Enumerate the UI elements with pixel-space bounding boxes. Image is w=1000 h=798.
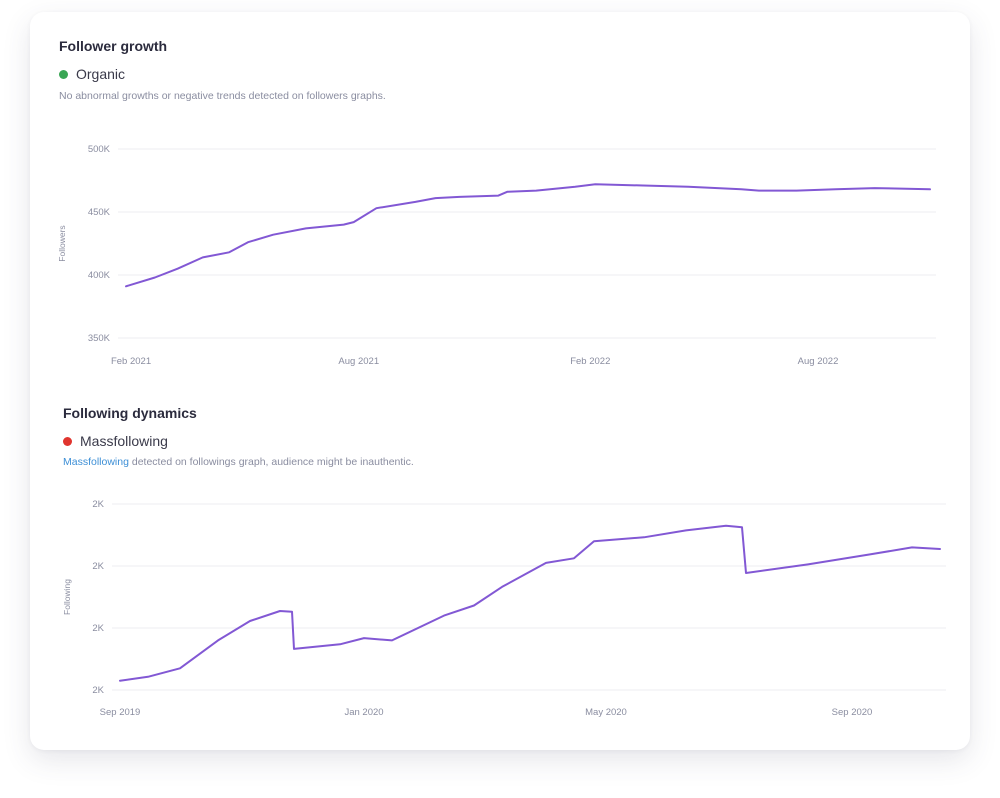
following-description: Massfollowing detected on followings gra… [63, 456, 414, 468]
y-tick-label: 450K [88, 207, 111, 218]
x-tick-label: Sep 2019 [100, 707, 141, 718]
series-line [119, 524, 941, 682]
x-tick-label: May 2020 [585, 707, 627, 718]
analytics-card: Follower growth Organic No abnormal grow… [30, 12, 970, 750]
y-tick-label: 350K [88, 333, 111, 344]
massfollowing-status-dot [63, 436, 72, 446]
y-axis-label: Followers [57, 225, 67, 261]
following-dynamics-title: Following dynamics [63, 405, 197, 421]
series-line [125, 183, 931, 288]
x-tick-label: Feb 2022 [570, 356, 610, 367]
x-tick-label: Aug 2021 [338, 356, 379, 367]
y-tick-label: 2K [92, 685, 104, 696]
x-tick-label: Jan 2020 [344, 707, 383, 718]
y-axis-label: Following [62, 579, 72, 615]
follower-growth-chart: 500K 450K 400K 350K Feb 2021 Aug 2021 Feb 2022… [57, 144, 936, 367]
following-status-label: Massfollowing [80, 433, 168, 449]
following-dynamics-chart: 2K 2K 2K 2K Sep 2019 Jan 2020 May 2020 Sep 2020… [62, 499, 946, 718]
y-tick-label: 2K [92, 561, 104, 572]
following-status: Massfollowing [63, 433, 168, 449]
massfollowing-link[interactable]: Massfollowing [63, 456, 129, 468]
y-tick-label: 500K [88, 144, 111, 155]
x-tick-label: Aug 2022 [798, 356, 839, 367]
y-tick-label: 2K [92, 623, 104, 634]
follower-status: Organic [59, 66, 125, 82]
follower-description: No abnormal growths or negative trends d… [59, 90, 386, 102]
y-tick-label: 2K [92, 499, 104, 510]
organic-status-dot [59, 69, 68, 79]
follower-status-label: Organic [76, 66, 126, 82]
x-tick-label: Feb 2021 [111, 356, 151, 367]
follower-growth-title: Follower growth [59, 38, 168, 54]
following-description-text: detected on followings graph, audience m… [128, 456, 414, 468]
y-tick-label: 400K [88, 270, 111, 281]
x-tick-label: Sep 2020 [832, 707, 873, 718]
